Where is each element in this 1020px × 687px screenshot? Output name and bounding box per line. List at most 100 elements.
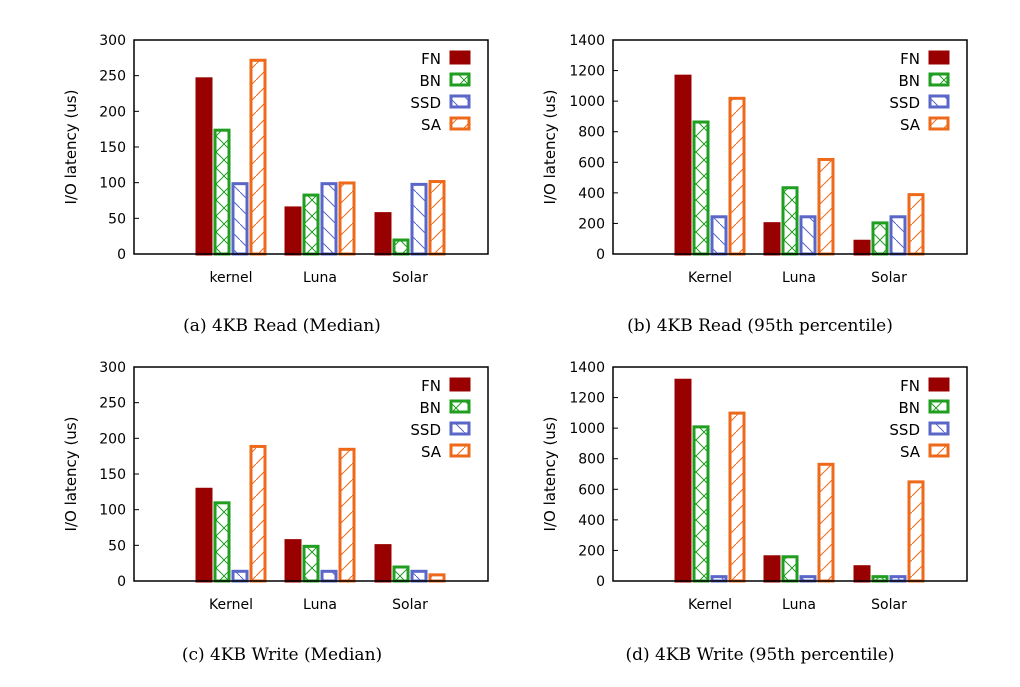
bar-ssd-kernel [231, 182, 249, 256]
x-category-label: Solar [392, 270, 428, 286]
bar-bn-kernel [213, 501, 231, 583]
bar-ssd-luna [320, 569, 338, 583]
legend-label-sa: SA [421, 116, 442, 134]
plot-frame [612, 366, 968, 582]
y-tick-label: 600 [578, 482, 605, 498]
legend-swatch-fn [449, 50, 471, 65]
bar-bn-luna [781, 555, 799, 583]
y-tick-label: 400 [578, 186, 605, 202]
y-tick-label: 300 [99, 33, 126, 49]
bar-sa-kernel [249, 444, 267, 583]
bar-ssd-luna [320, 182, 338, 256]
legend-swatch-fn [928, 50, 950, 65]
y-tick-label: 800 [578, 452, 605, 468]
plot-frame [612, 39, 968, 255]
legend-swatch-fn [928, 377, 950, 392]
x-category-label: Kernel [688, 597, 732, 613]
y-tick-label: 250 [99, 69, 126, 85]
y-tick-label: 200 [99, 431, 126, 447]
y-tick-label: 400 [578, 513, 605, 529]
bar-fn-luna [284, 206, 302, 256]
bar-fn-solar [374, 544, 392, 583]
y-tick-label: 1000 [569, 421, 605, 437]
legend-label-sa: SA [900, 116, 921, 134]
y-tick-label: 100 [99, 176, 126, 192]
y-axis-label: I/O latency (us) [62, 90, 80, 205]
bar-bn-luna [781, 186, 799, 256]
bar-sa-kernel [728, 96, 746, 256]
chart-panel-2: 0 200 400 600 800 1000 1200 1400 Kernel Luna Solar… [541, 33, 968, 336]
bar-fn-kernel [674, 378, 692, 583]
bar-bn-solar [392, 565, 410, 583]
y-axis-label: I/O latency (us) [541, 90, 559, 205]
bar-sa-solar [428, 180, 446, 256]
y-tick-label: 200 [578, 216, 605, 232]
bar-ssd-solar [889, 215, 907, 256]
bar-fn-luna [763, 222, 781, 256]
panel-caption: (d) 4KB Write (95th percentile) [626, 645, 895, 665]
bar-fn-luna [284, 539, 302, 583]
y-axis-label: I/O latency (us) [541, 417, 559, 532]
legend-swatch-sa [449, 116, 471, 131]
y-tick-label: 0 [117, 247, 126, 263]
y-tick-label: 1400 [569, 360, 605, 376]
bar-sa-luna [817, 462, 835, 583]
bar-fn-luna [763, 555, 781, 583]
y-tick-label: 0 [596, 574, 605, 590]
bar-fn-kernel [195, 77, 213, 256]
bar-sa-kernel [728, 411, 746, 583]
chart-panel-4: 0 200 400 600 800 1000 1200 1400 Kernel Luna Solar… [541, 360, 968, 665]
y-tick-label: 200 [99, 104, 126, 120]
x-category-label: Luna [303, 270, 337, 286]
bar-sa-luna [338, 181, 356, 256]
y-tick-label: 300 [99, 360, 126, 376]
panel-caption: (c) 4KB Write (Median) [182, 645, 382, 665]
bar-fn-solar [853, 565, 871, 583]
legend-label-fn: FN [421, 377, 441, 395]
panel-caption: (a) 4KB Read (Median) [183, 316, 381, 336]
bar-fn-solar [374, 212, 392, 256]
legend-swatch-ssd [449, 94, 471, 109]
bar-ssd-luna [799, 215, 817, 256]
legend-label-fn: FN [900, 50, 920, 68]
chart-panel-1: 0 50 100 150 200 250 300 kernel Luna Solar FN BN SSD… [62, 33, 489, 336]
y-tick-label: 800 [578, 125, 605, 141]
legend-swatch-ssd [449, 421, 471, 436]
bar-bn-luna [302, 544, 320, 583]
bar-sa-solar [907, 480, 925, 583]
legend-swatch-fn [449, 377, 471, 392]
bar-fn-solar [853, 239, 871, 256]
legend-swatch-ssd [928, 94, 950, 109]
bar-fn-kernel [674, 74, 692, 256]
bar-ssd-solar [410, 182, 428, 256]
x-category-label: Solar [871, 597, 907, 613]
legend-swatch-bn [928, 72, 950, 87]
y-tick-label: 50 [108, 211, 126, 227]
y-tick-label: 1400 [569, 33, 605, 49]
y-tick-label: 100 [99, 503, 126, 519]
legend-swatch-bn [449, 72, 471, 87]
legend-label-ssd: SSD [889, 421, 920, 439]
x-category-label: Luna [782, 270, 816, 286]
y-tick-label: 150 [99, 140, 126, 156]
x-category-label: Solar [871, 270, 907, 286]
bar-bn-luna [302, 193, 320, 256]
plot-frame [133, 366, 489, 582]
legend-swatch-bn [449, 399, 471, 414]
legend-swatch-sa [449, 443, 471, 458]
legend-swatch-ssd [928, 421, 950, 436]
bar-ssd-solar [410, 569, 428, 583]
bar-bn-solar [392, 238, 410, 256]
y-tick-label: 50 [108, 538, 126, 554]
x-category-label: kernel [209, 270, 252, 286]
legend-label-sa: SA [900, 443, 921, 461]
x-category-label: Kernel [688, 270, 732, 286]
legend-swatch-sa [928, 116, 950, 131]
y-tick-label: 0 [117, 574, 126, 590]
legend-label-bn: BN [419, 399, 441, 417]
legend-label-sa: SA [421, 443, 442, 461]
legend-label-ssd: SSD [889, 94, 920, 112]
chart-panel-3: 0 50 100 150 200 250 300 Kernel Luna Solar FN BN SSD… [62, 360, 489, 665]
legend-label-ssd: SSD [410, 421, 441, 439]
